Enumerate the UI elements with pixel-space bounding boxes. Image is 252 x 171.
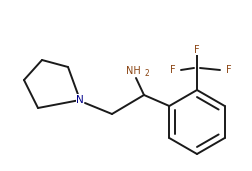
Text: F: F bbox=[226, 65, 232, 75]
Text: F: F bbox=[170, 65, 176, 75]
Text: F: F bbox=[194, 45, 200, 55]
Text: NH: NH bbox=[126, 66, 140, 76]
Text: 2: 2 bbox=[145, 69, 149, 78]
Text: N: N bbox=[76, 95, 84, 105]
